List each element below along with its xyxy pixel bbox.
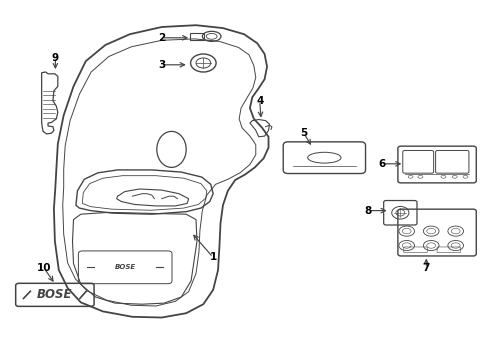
Text: 1: 1: [210, 252, 217, 262]
Text: 4: 4: [256, 96, 264, 106]
Text: BOSE: BOSE: [37, 288, 73, 301]
Text: 7: 7: [422, 263, 430, 273]
Text: 3: 3: [158, 60, 165, 70]
Text: 10: 10: [37, 263, 51, 273]
Text: 6: 6: [379, 159, 386, 169]
Text: 9: 9: [52, 53, 59, 63]
Text: BOSE: BOSE: [115, 264, 136, 270]
Text: 2: 2: [158, 33, 165, 43]
Text: 5: 5: [300, 128, 307, 138]
Text: 8: 8: [364, 206, 371, 216]
